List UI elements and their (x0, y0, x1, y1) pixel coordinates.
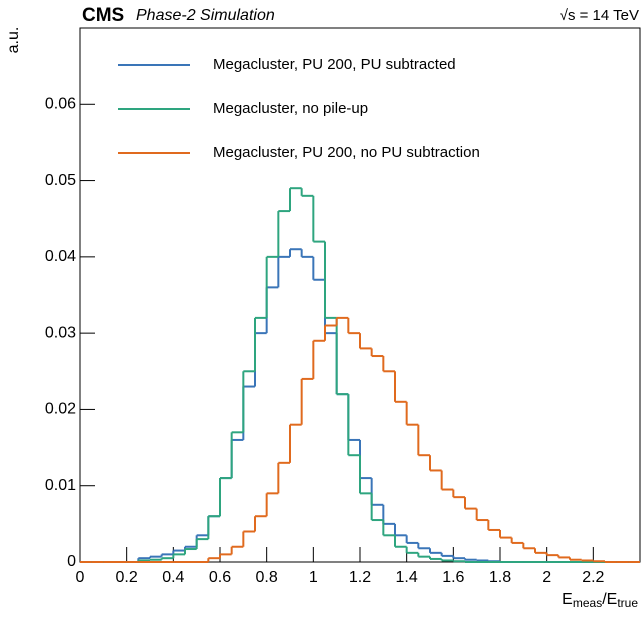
x-tick-label: 2 (542, 569, 551, 586)
legend-label: Megacluster, PU 200, no PU subtraction (213, 144, 480, 161)
y-tick-label: 0.02 (45, 401, 76, 418)
legend-label: Megacluster, no pile-up (213, 100, 368, 117)
y-tick-label: 0.04 (45, 248, 76, 265)
x-tick-label: 0.4 (162, 569, 184, 586)
x-tick-label: 0.2 (116, 569, 138, 586)
energy: √s = 14 TeV (560, 7, 639, 24)
x-tick-label: 1 (309, 569, 318, 586)
x-tick-label: 0.6 (209, 569, 231, 586)
y-tick-label: 0.03 (45, 324, 76, 341)
y-tick-label: 0.01 (45, 477, 76, 494)
x-label-main: E (562, 591, 573, 608)
y-tick-label: 0 (67, 553, 76, 570)
subtitle: Phase-2 Simulation (136, 7, 275, 24)
x-tick-label: 0.8 (256, 569, 278, 586)
y-label: a.u. (5, 27, 22, 54)
x-label-main: /E (602, 591, 617, 608)
experiment: CMS (82, 5, 124, 26)
legend-label: Megacluster, PU 200, PU subtracted (213, 56, 456, 73)
x-tick-label: 1.8 (489, 569, 511, 586)
x-tick-label: 1.2 (349, 569, 371, 586)
x-tick-label: 2.2 (582, 569, 604, 586)
y-tick-label: 0.05 (45, 172, 76, 189)
x-tick-label: 1.6 (442, 569, 464, 586)
x-tick-label: 1.4 (396, 569, 418, 586)
x-label-sub: true (617, 596, 638, 610)
y-tick-label: 0.06 (45, 96, 76, 113)
x-label: Emeas/Etrue (562, 591, 638, 610)
x-label-sub: meas (573, 596, 602, 610)
x-tick-label: 0 (76, 569, 85, 586)
